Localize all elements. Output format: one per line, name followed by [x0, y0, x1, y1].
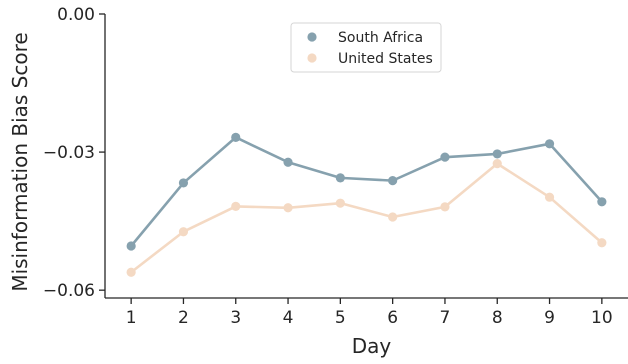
legend-marker [307, 32, 317, 42]
x-tick-label: 8 [492, 308, 503, 328]
x-tick-label: 2 [178, 308, 189, 328]
data-point [388, 212, 398, 222]
y-tick-label: 0.00 [57, 5, 95, 25]
data-point [440, 152, 450, 162]
y-tick-label: −0.06 [43, 281, 95, 301]
data-point [597, 238, 607, 248]
legend-marker [307, 53, 317, 63]
data-point [283, 157, 293, 167]
data-point [492, 158, 502, 169]
x-tick-label: 7 [440, 308, 451, 328]
legend-label: South Africa [338, 30, 423, 46]
data-point [335, 198, 345, 208]
data-point [492, 149, 502, 159]
data-point [440, 202, 450, 212]
series-layer [126, 132, 607, 277]
legend-label: United States [338, 51, 433, 67]
data-point [231, 132, 241, 142]
x-tick-label: 9 [544, 308, 555, 328]
x-tick-label: 10 [591, 308, 613, 328]
x-tick-label: 3 [230, 308, 241, 328]
data-point [231, 201, 241, 212]
x-tick-label: 1 [126, 308, 137, 328]
data-point [126, 241, 136, 251]
legend: South Africa United States [290, 22, 442, 73]
data-point [178, 178, 189, 188]
series-united-states [126, 158, 607, 277]
series-line [130, 136, 603, 247]
data-point [283, 203, 293, 213]
data-point [597, 197, 607, 207]
x-axis-title: Day [352, 334, 392, 358]
series-south-africa [126, 132, 607, 251]
x-tick-label: 6 [387, 308, 398, 328]
data-point [388, 176, 398, 186]
legend-frame [290, 22, 442, 73]
y-tick-label: −0.03 [43, 143, 95, 163]
x-tick-label: 4 [283, 308, 294, 328]
series-line [130, 162, 603, 274]
axes-layer: 0.00 −0.03 −0.06 1 2 3 4 5 6 7 8 9 10 [43, 5, 628, 328]
x-tick-label: 5 [335, 308, 346, 328]
data-point [335, 173, 345, 183]
y-axis-title: Misinformation Bias Score [8, 32, 32, 291]
data-point [178, 227, 189, 237]
data-point [126, 267, 136, 277]
data-point [544, 192, 555, 202]
data-point [544, 139, 555, 149]
